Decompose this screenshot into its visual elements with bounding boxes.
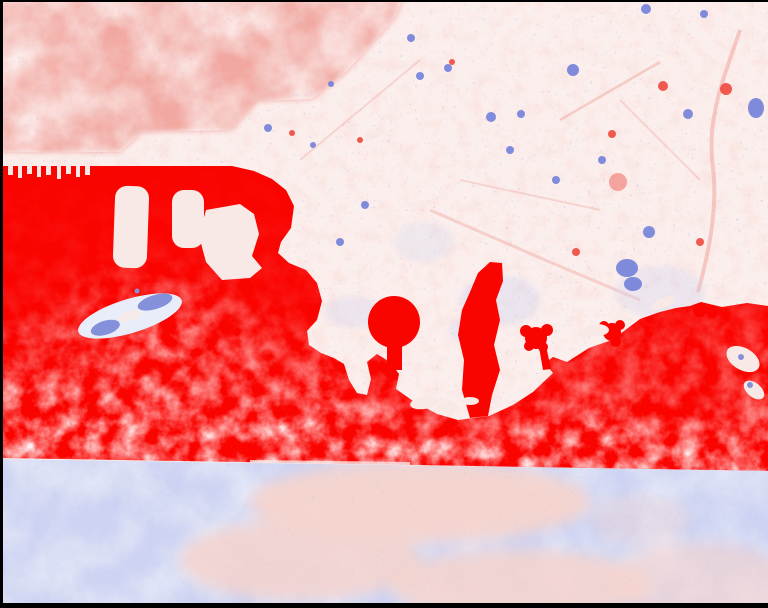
harbor-basins (368, 262, 718, 418)
frame-top (0, 0, 768, 2)
island (78, 293, 182, 339)
dock-teeth (8, 166, 90, 179)
pier (112, 185, 150, 269)
hot-spot-dots (289, 59, 732, 256)
terminal-block (199, 204, 262, 280)
tree-marina (520, 324, 553, 370)
island-light-core (118, 310, 142, 322)
island-blue-patch (137, 293, 173, 311)
pier (172, 190, 204, 248)
islet-dot (134, 288, 140, 294)
harbor-channel (387, 340, 402, 370)
islet (410, 396, 438, 410)
dock-sliver (651, 295, 675, 311)
frame-left (0, 0, 3, 608)
islet (585, 324, 609, 336)
cool-building-dots (264, 4, 764, 291)
islet (438, 401, 458, 413)
islet (461, 397, 479, 405)
round-harbor (368, 296, 420, 348)
marina-blue-dots (738, 354, 753, 388)
frame-bottom (0, 603, 768, 608)
scene2-red-speckle (0, 459, 768, 608)
east-bay (458, 262, 503, 418)
island-blue-patch (90, 319, 120, 336)
second-scene-strip (0, 459, 768, 608)
